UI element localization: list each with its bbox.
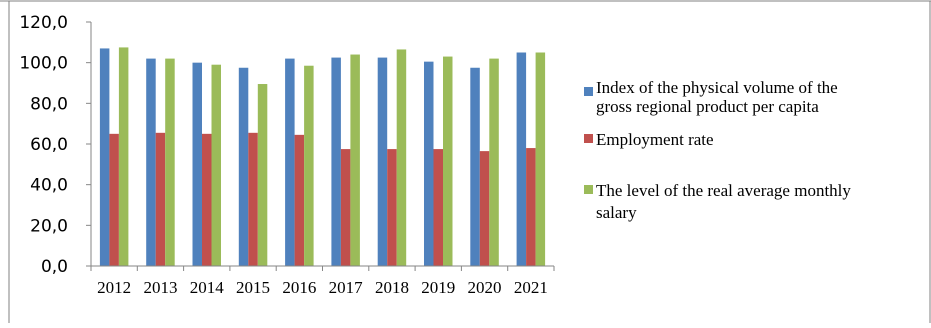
bar-real-salary-2016 <box>304 65 314 266</box>
legend-swatch <box>584 134 593 143</box>
bar-employment-rate-2020 <box>479 151 490 266</box>
bar-gdp-index-2015 <box>238 67 249 266</box>
bar-gdp-index-2020 <box>470 67 480 266</box>
bar-employment-rate-2019 <box>433 149 443 266</box>
x-axis-tick-labels: 2012 2013 2014 2015 2016 2017 2018 2019 2020 2021 <box>90 266 555 297</box>
y-tick-label: 80,0 <box>30 94 68 114</box>
bar-employment-rate-2016 <box>294 134 305 266</box>
bar-employment-rate-2018 <box>387 149 397 266</box>
bar-employment-rate-2015 <box>248 132 258 266</box>
bar-employment-rate-2021 <box>526 148 536 266</box>
bar-gdp-index-2021 <box>516 52 527 266</box>
y-tick-label: 120,0 <box>19 13 68 33</box>
bar-real-salary-2013 <box>165 58 175 266</box>
y-tick-label: 100,0 <box>19 54 68 74</box>
bar-real-salary-2018 <box>396 49 407 267</box>
x-tick-label: 2016 <box>282 278 316 297</box>
bar-gdp-index-2017 <box>331 57 341 267</box>
bar-gdp-index-2016 <box>285 58 295 266</box>
bar-gdp-index-2018 <box>377 57 388 267</box>
y-tick-label: 60,0 <box>30 135 68 155</box>
bar-employment-rate-2017 <box>340 149 351 266</box>
bar-real-salary-2012 <box>118 47 129 266</box>
bar-real-salary-2021 <box>535 52 546 266</box>
legend-label: The level of the real average monthly <box>596 181 851 200</box>
legend-swatch <box>584 185 593 194</box>
bar-series-group <box>99 47 546 267</box>
bar-employment-rate-2012 <box>109 133 119 266</box>
bar-gdp-index-2019 <box>424 61 434 267</box>
x-tick-label: 2014 <box>190 278 225 297</box>
legend-label: Employment rate <box>596 130 714 149</box>
bar-employment-rate-2013 <box>155 132 166 266</box>
bar-gdp-index-2012 <box>99 48 110 266</box>
bar-real-salary-2019 <box>443 56 453 266</box>
bar-employment-rate-2014 <box>202 133 212 266</box>
x-tick-label: 2018 <box>375 278 409 297</box>
x-tick-label: 2015 <box>236 278 270 297</box>
bar-real-salary-2020 <box>489 58 499 266</box>
y-tick-label: 0,0 <box>41 257 68 277</box>
x-tick-label: 2019 <box>421 278 455 297</box>
x-tick-label: 2013 <box>143 278 177 297</box>
legend-label: gross regional product per capita <box>596 97 819 116</box>
y-tick-label: 40,0 <box>30 176 68 196</box>
legend-label: salary <box>596 203 637 222</box>
bar-gdp-index-2013 <box>146 58 156 266</box>
y-axis-tick-labels: 0,0 20,0 40,0 60,0 80,0 100,0 120,0 <box>19 13 91 277</box>
x-tick-label: 2017 <box>329 278 364 297</box>
bar-real-salary-2017 <box>350 54 360 267</box>
x-tick-label: 2012 <box>97 278 131 297</box>
bar-real-salary-2015 <box>257 84 268 267</box>
legend: Index of the physical volume of thegross… <box>584 78 851 222</box>
legend-label: Index of the physical volume of the <box>596 78 838 97</box>
bar-real-salary-2014 <box>211 64 221 266</box>
x-tick-label: 2021 <box>514 278 548 297</box>
x-tick-label: 2020 <box>468 278 502 297</box>
legend-swatch <box>584 87 593 96</box>
y-tick-label: 20,0 <box>30 216 68 236</box>
bar-gdp-index-2014 <box>192 62 202 266</box>
